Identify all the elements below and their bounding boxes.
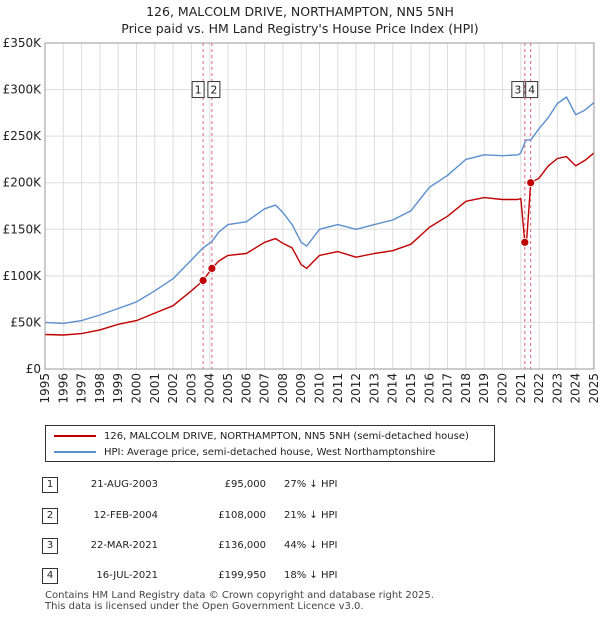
sale-price: £108,000: [218, 510, 266, 521]
x-tick-label: 2002: [166, 373, 180, 404]
x-tick-label: 2005: [221, 373, 235, 404]
chart-subtitle: Price paid vs. HM Land Registry's House …: [121, 21, 479, 36]
sale-date: 22-MAR-2021: [90, 540, 158, 551]
y-tick-label: £150K: [3, 222, 43, 236]
sale-row: 1 21-AUG-2003 £95,000 27% ↓ HPI: [0, 473, 600, 495]
x-tick-label: 2017: [441, 373, 455, 404]
x-tick-label: 2011: [331, 373, 345, 404]
y-tick-label: £50K: [10, 315, 42, 329]
x-tick-label: 2018: [459, 373, 473, 404]
sale-row: 4 16-JUL-2021 £199,950 18% ↓ HPI: [0, 564, 600, 586]
sale-number-badge: 4: [42, 568, 58, 584]
sale-badge-label: 3: [514, 84, 521, 97]
x-tick-label: 1997: [75, 373, 89, 404]
sale-date: 16-JUL-2021: [96, 570, 158, 581]
x-tick-label: 2016: [422, 373, 436, 404]
x-tick-label: 2006: [239, 373, 253, 404]
sale-price: £136,000: [218, 540, 266, 551]
sale-badge: [207, 81, 221, 99]
x-tick-label: 2023: [550, 373, 564, 404]
x-tick-label: 2025: [587, 373, 600, 404]
x-tick-label: 2008: [276, 373, 290, 404]
y-tick-label: £300K: [3, 83, 43, 97]
future-band: [592, 43, 594, 369]
sale-hpi-diff: 18% ↓ HPI: [284, 570, 338, 581]
x-tick-label: 2014: [386, 373, 400, 404]
sale-price: £199,950: [218, 570, 266, 581]
sale-row: 2 12-FEB-2004 £108,000 21% ↓ HPI: [0, 504, 600, 526]
sale-point: [526, 178, 536, 188]
x-tick-label: 2010: [313, 373, 327, 404]
footer-licence: This data is licensed under the Open Gov…: [45, 601, 364, 612]
x-tick-label: 1999: [111, 373, 125, 404]
sale-point: [198, 276, 208, 285]
legend-hpi-label: HPI: Average price, semi-detached house,…: [104, 446, 436, 458]
sale-badge: [525, 81, 539, 99]
x-tick-label: 2009: [294, 373, 308, 404]
x-tick-label: 2015: [404, 373, 418, 404]
sale-badge-label: 1: [195, 84, 202, 97]
sale-badge-label: 4: [528, 84, 535, 97]
x-tick-label: 2003: [184, 373, 198, 404]
y-tick-label: £200K: [3, 176, 43, 190]
sale-number-badge: 3: [42, 538, 58, 554]
sale-badge: [511, 81, 525, 99]
x-tick-label: 1996: [56, 373, 70, 404]
x-tick-label: 2020: [496, 373, 510, 404]
sale-point: [520, 237, 530, 247]
sale-badge-label: 2: [210, 84, 217, 97]
plot-frame: [44, 42, 595, 370]
sale-date: 12-FEB-2004: [93, 510, 158, 521]
legend-item-property: 126, MALCOLM DRIVE, NORTHAMPTON, NN5 5NH…: [54, 429, 469, 443]
price-chart: £0 £50K £100K £150K £200K £250K £300K £350K 1995…: [3, 36, 600, 404]
x-tick-label: 2007: [258, 373, 272, 404]
sale-price: £95,000: [224, 479, 266, 490]
x-tick-label: 2019: [477, 373, 491, 404]
legend-property-swatch: [54, 435, 96, 437]
x-tick-label: 2013: [367, 373, 381, 404]
x-tick-label: 2001: [148, 373, 162, 404]
legend-item-hpi: HPI: Average price, semi-detached house,…: [54, 445, 435, 459]
x-tick-label: 2022: [532, 373, 546, 404]
sale-hpi-diff: 27% ↓ HPI: [284, 479, 338, 490]
x-tick-label: 1998: [93, 373, 107, 404]
sale-row: 3 22-MAR-2021 £136,000 44% ↓ HPI: [0, 534, 600, 556]
x-tick-label: 2004: [203, 373, 217, 404]
sale-number-badge: 1: [42, 477, 58, 493]
footer-copyright: Contains HM Land Registry data © Crown c…: [45, 590, 434, 601]
x-tick-label: 2000: [130, 373, 144, 404]
y-tick-label: £350K: [3, 36, 43, 50]
sale-hpi-diff: 21% ↓ HPI: [284, 510, 338, 521]
sale-date: 21-AUG-2003: [90, 479, 158, 490]
legend-property-label: 126, MALCOLM DRIVE, NORTHAMPTON, NN5 5NH…: [104, 430, 469, 442]
chart-title-address: 126, MALCOLM DRIVE, NORTHAMPTON, NN5 5NH: [146, 4, 454, 19]
y-tick-label: £0: [26, 362, 41, 376]
x-tick-label: 2024: [569, 373, 583, 404]
y-tick-label: £250K: [3, 129, 43, 143]
x-tick-label: 2012: [349, 373, 363, 404]
x-tick-label: 1995: [38, 373, 52, 404]
sale-point: [207, 264, 217, 273]
x-tick-label: 2021: [514, 373, 528, 404]
sale-hpi-diff: 44% ↓ HPI: [284, 540, 338, 551]
hpi-series-line: [44, 96, 595, 325]
legend: 126, MALCOLM DRIVE, NORTHAMPTON, NN5 5NH…: [45, 425, 495, 462]
sale-badge: [191, 81, 205, 99]
sale-number-badge: 2: [42, 508, 58, 524]
y-tick-label: £100K: [3, 269, 43, 283]
legend-hpi-swatch: [54, 451, 96, 453]
